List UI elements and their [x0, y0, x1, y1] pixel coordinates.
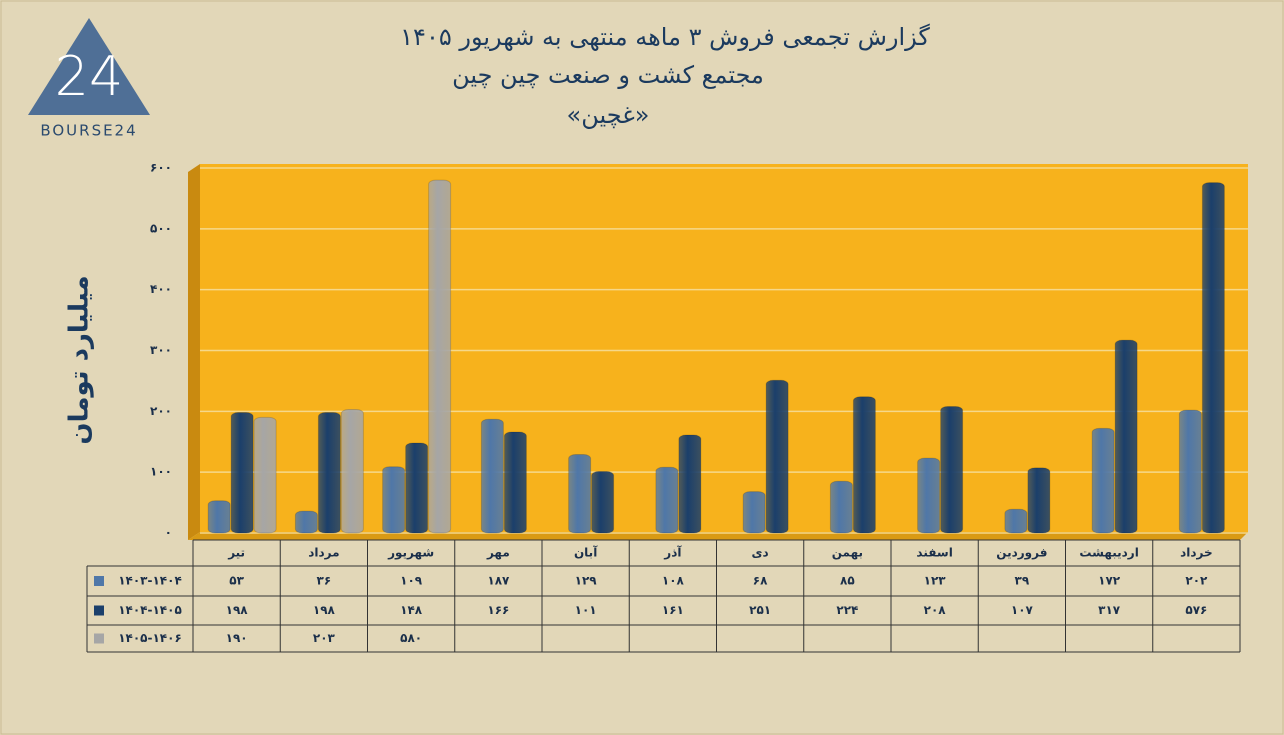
bar	[382, 466, 406, 534]
bar	[568, 454, 592, 534]
data-label: ۱۹۰	[226, 631, 248, 645]
bar	[1201, 182, 1225, 534]
x-tick-label: مرداد	[308, 546, 339, 560]
x-tick-label: مهر	[486, 546, 510, 560]
bar	[591, 471, 615, 534]
data-label: ۱۸۷	[487, 574, 510, 588]
bar	[1091, 427, 1115, 534]
data-label: ۲۰۲	[1185, 574, 1208, 588]
y-tick-label: ۳۰۰	[150, 343, 172, 357]
data-label: ۵۸۰	[400, 631, 422, 645]
data-label: ۲۰۳	[313, 631, 336, 645]
logo-text: BOURSE24	[40, 122, 137, 140]
y-axis-label: میلیارد تومان	[65, 275, 95, 444]
plot-area	[200, 164, 1248, 532]
bar	[829, 480, 853, 534]
bar	[852, 396, 876, 534]
bar	[678, 434, 702, 534]
x-tick-label: اردیبهشت	[1079, 546, 1138, 560]
y-tick-label: ۵۰۰	[150, 221, 172, 235]
bar	[940, 405, 964, 534]
legend-label: ۱۴۰۵-۱۴۰۶	[118, 631, 182, 645]
data-label: ۱۶۶	[487, 603, 509, 617]
logo-triangle	[28, 18, 150, 115]
data-label: ۱۴۸	[400, 603, 423, 617]
x-tick-label: آبان	[574, 545, 598, 560]
bar	[765, 379, 789, 534]
bar	[1114, 339, 1138, 534]
x-tick-label: اسفند	[916, 546, 952, 560]
bar	[230, 412, 254, 534]
bar	[655, 466, 679, 534]
logo: 24 BOURSE24	[28, 18, 150, 140]
data-label: ۳۶	[317, 574, 332, 588]
bar	[917, 457, 941, 534]
legend-swatch	[94, 576, 104, 586]
plot-side-wall	[188, 164, 200, 540]
legend-swatch	[94, 605, 104, 616]
y-tick-label: ۱۰۰	[150, 465, 172, 479]
chart-subtitle: «غچین»	[567, 101, 650, 129]
y-tick-label: ۶۰۰	[150, 161, 172, 175]
data-label: ۱۰۱	[575, 603, 597, 617]
bar	[742, 491, 766, 534]
plot-floor	[188, 532, 1248, 540]
data-label: ۲۵۱	[749, 603, 771, 617]
bar	[1178, 409, 1202, 534]
bar	[1004, 508, 1028, 534]
x-tick-label: شهریور	[387, 546, 434, 561]
x-tick-label: بهمن	[832, 546, 863, 560]
data-label: ۱۰۸	[662, 574, 685, 588]
data-label: ۱۹۸	[313, 603, 336, 617]
data-label: ۱۰۹	[400, 574, 423, 588]
bar	[480, 418, 504, 534]
data-label: ۳۹	[1015, 574, 1030, 588]
chart-subtitle: مجتمع کشت و صنعت چین چین	[452, 61, 764, 89]
legend-swatch	[94, 633, 104, 644]
data-label: ۱۲۳	[924, 574, 947, 588]
y-tick-label: ۲۰۰	[150, 404, 172, 418]
bar	[340, 409, 364, 534]
x-tick-label: دی	[752, 546, 769, 560]
data-label: ۲۰۸	[924, 603, 947, 617]
bar	[207, 500, 231, 534]
data-label: ۲۲۴	[836, 603, 858, 617]
data-label: ۸۵	[840, 574, 855, 588]
data-label: ۱۰۷	[1011, 603, 1034, 617]
x-tick-label: آذر	[663, 545, 682, 560]
bar	[405, 442, 429, 534]
bar	[294, 510, 318, 534]
bar	[428, 179, 452, 534]
legend-label: ۱۴۰۳-۱۴۰۴	[118, 574, 182, 588]
legend-label: ۱۴۰۴-۱۴۰۵	[118, 603, 182, 617]
x-tick-label: خرداد	[1180, 546, 1213, 560]
chart-title: گزارش تجمعی فروش ۳ ماهه منتهی به شهریور …	[400, 23, 930, 51]
data-label: ۱۷۲	[1098, 574, 1121, 588]
x-tick-label: فروردین	[996, 546, 1047, 561]
bar	[253, 416, 277, 534]
data-label: ۱۲۹	[575, 574, 598, 588]
bar	[317, 412, 341, 534]
bar	[503, 431, 527, 534]
logo-mark: 24	[55, 45, 124, 108]
data-label: ۳۱۷	[1098, 603, 1121, 617]
data-label: ۵۷۶	[1185, 603, 1207, 617]
data-label: ۱۹۸	[226, 603, 249, 617]
data-label: ۱۶۱	[662, 603, 684, 617]
bar	[1027, 467, 1051, 534]
data-label: ۵۳	[229, 574, 244, 588]
x-tick-label: تیر	[227, 546, 245, 560]
y-tick-label: ۴۰۰	[150, 282, 172, 296]
y-tick-label: ۰	[165, 526, 172, 540]
data-label: ۶۸	[753, 574, 768, 588]
